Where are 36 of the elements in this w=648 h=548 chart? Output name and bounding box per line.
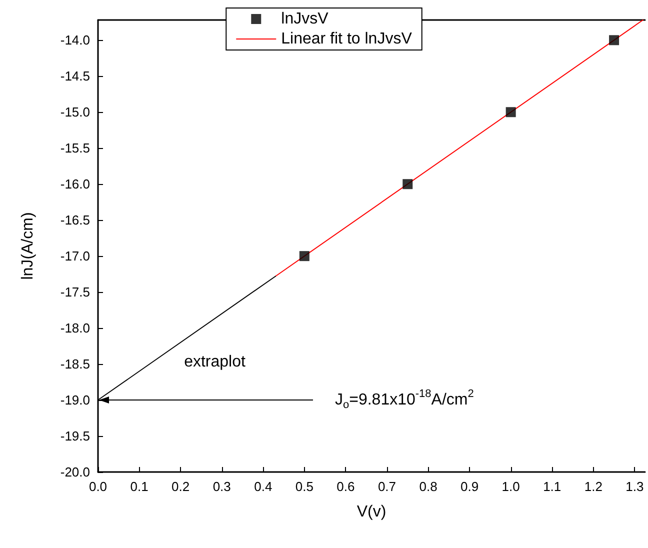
x-axis-title: V(v) xyxy=(356,504,386,520)
y-tick-label: -19.5 xyxy=(60,428,90,444)
y-tick-label: -19.0 xyxy=(60,392,90,408)
x-tick-label: 0.1 xyxy=(130,479,148,494)
y-tick-label: -16.0 xyxy=(60,176,90,192)
x-tick-label: 0.7 xyxy=(378,479,396,494)
annotation: extraplot xyxy=(184,354,246,371)
y-tick-label: -20.0 xyxy=(60,464,90,480)
x-tick-label: 1.0 xyxy=(502,479,520,494)
y-tick-label: -17.5 xyxy=(60,284,90,300)
x-tick-label: 0.8 xyxy=(419,479,438,494)
x-tick-label: 0.2 xyxy=(172,479,190,494)
y-tick-label: -14.0 xyxy=(60,32,90,48)
x-tick-label: 0.9 xyxy=(460,479,479,494)
x-tick-label: 0.4 xyxy=(254,479,272,494)
x-tick-label: 0.6 xyxy=(336,479,355,494)
legend-label: lnJvsV xyxy=(281,10,329,28)
x-tick-label: 0.3 xyxy=(212,479,231,494)
x-tick-label: 1.3 xyxy=(626,479,644,494)
point xyxy=(506,107,516,118)
x-tick-label: 1.1 xyxy=(543,479,562,494)
legend-label: Linear fit to lnJvsV xyxy=(281,30,412,48)
x-tick-label: 1.2 xyxy=(584,479,602,494)
y-tick-label: -18.5 xyxy=(60,356,90,372)
y-tick-label: -15.0 xyxy=(60,104,90,120)
x-tick-label: 0.0 xyxy=(88,479,108,494)
y-tick-label: -17.0 xyxy=(60,248,90,264)
point xyxy=(402,179,413,190)
y-tick-label: -18.0 xyxy=(60,320,90,336)
y-axis-title: lnJ(A/cm) xyxy=(20,212,36,280)
x-tick-label: 0.5 xyxy=(295,479,314,494)
y-tick-label: -16.5 xyxy=(60,212,90,228)
point xyxy=(609,35,620,46)
y-tick-label: -15.5 xyxy=(60,140,90,156)
point xyxy=(299,251,310,262)
y-tick-label: -14.5 xyxy=(60,68,90,84)
